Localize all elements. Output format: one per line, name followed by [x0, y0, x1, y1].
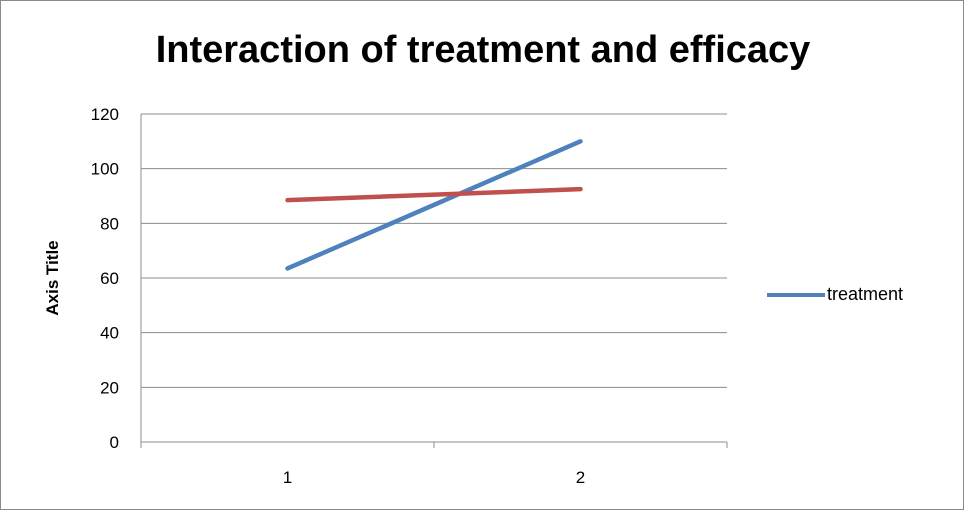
series-line-2: [285, 186, 583, 203]
legend-swatch-treatment: [767, 292, 825, 297]
y-tick-label: 20: [100, 378, 119, 397]
series-lines: [285, 139, 583, 271]
series-line-1: [285, 139, 583, 271]
y-tick-label: 40: [100, 324, 119, 343]
y-tick-labels: 0 20 40 60 80 100 120: [91, 105, 119, 452]
x-tick-label: 1: [283, 468, 292, 487]
gridlines: [141, 113, 727, 388]
y-tick-label: 0: [110, 433, 119, 452]
legend-label-treatment: treatment: [827, 284, 904, 304]
y-tick-label: 80: [100, 214, 119, 233]
legend: treatment: [767, 284, 903, 305]
x-tick-label: 2: [576, 468, 585, 487]
y-tick-label: 100: [91, 160, 119, 179]
y-tick-label: 120: [91, 105, 119, 124]
y-tick-label: 60: [100, 269, 119, 288]
axes: [140, 114, 728, 448]
chart-title: Interaction of treatment and efficacy: [155, 29, 811, 71]
